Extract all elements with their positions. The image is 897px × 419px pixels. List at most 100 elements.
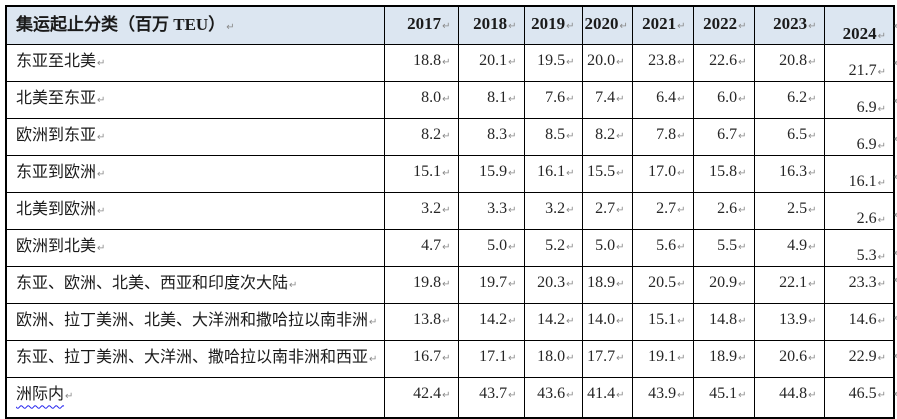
header-cell-year-2020[interactable]: 2020↵	[581, 5, 633, 46]
value-cell[interactable]: 7.6↵	[523, 81, 583, 120]
value-cell[interactable]: 14.6↵	[823, 303, 895, 342]
value-cell[interactable]: 20.9↵	[692, 266, 755, 305]
value-cell[interactable]: 6.4↵	[631, 81, 694, 120]
value-cell[interactable]: 20.6↵	[753, 340, 825, 379]
value-cell[interactable]: 8.0↵	[383, 81, 459, 120]
value-cell[interactable]: 19.7↵	[457, 266, 525, 305]
value-cell[interactable]: 17.7↵	[581, 340, 633, 379]
value-cell[interactable]: 15.1↵	[631, 303, 694, 342]
row-label-cell[interactable]: 东亚至北美↵	[5, 44, 385, 83]
value-cell[interactable]: 45.1↵	[692, 377, 755, 419]
value-cell[interactable]: 15.9↵	[457, 155, 525, 194]
value-cell[interactable]: 13.8↵	[383, 303, 459, 342]
value-cell[interactable]: 16.1↵	[823, 155, 895, 194]
value-cell[interactable]: 19.1↵	[631, 340, 694, 379]
value-cell[interactable]: 14.2↵	[457, 303, 525, 342]
value-cell[interactable]: 43.6↵	[523, 377, 583, 419]
value-cell[interactable]: 46.5↵	[823, 377, 895, 419]
value-cell[interactable]: 4.9↵	[753, 229, 825, 268]
value-cell[interactable]: 22.6↵	[692, 44, 755, 83]
value-cell[interactable]: 20.3↵	[523, 266, 583, 305]
value-cell[interactable]: 16.7↵	[383, 340, 459, 379]
value-cell[interactable]: 7.4↵	[581, 81, 633, 120]
value-cell[interactable]: 43.7↵	[457, 377, 525, 419]
value-cell[interactable]: 16.1↵	[523, 155, 583, 194]
header-cell-category[interactable]: 集运起止分类（百万 TEU）↵	[5, 5, 385, 46]
value-cell[interactable]: 5.6↵	[631, 229, 694, 268]
value-cell[interactable]: 2.7↵	[581, 192, 633, 231]
value-cell[interactable]: 22.9↵	[823, 340, 895, 379]
value-cell[interactable]: 4.7↵	[383, 229, 459, 268]
value-cell[interactable]: 43.9↵	[631, 377, 694, 419]
value-cell[interactable]: 41.4↵	[581, 377, 633, 419]
row-label-cell[interactable]: 欧洲到北美↵	[5, 229, 385, 268]
value-cell[interactable]: 18.9↵	[692, 340, 755, 379]
value-cell[interactable]: 8.2↵	[383, 118, 459, 157]
value-cell[interactable]: 2.5↵	[753, 192, 825, 231]
value-cell[interactable]: 42.4↵	[383, 377, 459, 419]
value-cell[interactable]: 2.6↵	[692, 192, 755, 231]
row-label-cell[interactable]: 北美至东亚↵	[5, 81, 385, 120]
value-cell[interactable]: 18.9↵	[581, 266, 633, 305]
value-cell[interactable]: 6.2↵	[753, 81, 825, 120]
value-cell[interactable]: 14.8↵	[692, 303, 755, 342]
header-cell-year-2024[interactable]: 2024↵	[823, 5, 895, 46]
value-cell[interactable]: 23.3↵	[823, 266, 895, 305]
value-cell[interactable]: 5.0↵	[581, 229, 633, 268]
value-cell[interactable]: 15.8↵	[692, 155, 755, 194]
value-cell[interactable]: 18.0↵	[523, 340, 583, 379]
value-cell[interactable]: 8.5↵	[523, 118, 583, 157]
value-cell[interactable]: 8.1↵	[457, 81, 525, 120]
row-label-cell[interactable]: 东亚、拉丁美洲、大洋洲、撒哈拉以南非洲和西亚↵	[5, 340, 385, 379]
value-cell[interactable]: 6.9↵	[823, 118, 895, 157]
value-cell[interactable]: 20.1↵	[457, 44, 525, 83]
value-cell[interactable]: 13.9↵	[753, 303, 825, 342]
row-label-cell[interactable]: 东亚到欧洲↵	[5, 155, 385, 194]
row-label-cell[interactable]: 东亚、欧洲、北美、西亚和印度次大陆↵	[5, 266, 385, 305]
value-cell[interactable]: 3.2↵	[523, 192, 583, 231]
value-cell[interactable]: 18.8↵	[383, 44, 459, 83]
header-cell-year-2019[interactable]: 2019↵	[523, 5, 583, 46]
value-cell[interactable]: 8.3↵	[457, 118, 525, 157]
value-cell[interactable]: 3.2↵	[383, 192, 459, 231]
value-cell[interactable]: 44.8↵	[753, 377, 825, 419]
header-cell-year-2017[interactable]: 2017↵	[383, 5, 459, 46]
value-cell[interactable]: 7.8↵	[631, 118, 694, 157]
value-cell[interactable]: 2.6↵	[823, 192, 895, 231]
value-cell[interactable]: 20.5↵	[631, 266, 694, 305]
value-cell[interactable]: 6.5↵	[753, 118, 825, 157]
value-cell[interactable]: 3.3↵	[457, 192, 525, 231]
header-cell-year-2021[interactable]: 2021↵	[631, 5, 694, 46]
value-cell[interactable]: 19.8↵	[383, 266, 459, 305]
value-cell[interactable]: 5.2↵	[523, 229, 583, 268]
value-cell[interactable]: 17.0↵	[631, 155, 694, 194]
value-cell[interactable]: 23.8↵	[631, 44, 694, 83]
value-cell[interactable]: 20.0↵	[581, 44, 633, 83]
value-cell[interactable]: 20.8↵	[753, 44, 825, 83]
value-cell[interactable]: 6.9↵	[823, 81, 895, 120]
value-cell[interactable]: 22.1↵	[753, 266, 825, 305]
row-label-cell[interactable]: 欧洲到东亚↵	[5, 118, 385, 157]
value-cell[interactable]: 5.0↵	[457, 229, 525, 268]
value-cell[interactable]: 14.0↵	[581, 303, 633, 342]
value-cell[interactable]: 15.1↵	[383, 155, 459, 194]
row-label-cell[interactable]: 洲际内↵	[5, 377, 385, 419]
header-cell-year-2018[interactable]: 2018↵	[457, 5, 525, 46]
value-cell[interactable]: 5.5↵	[692, 229, 755, 268]
value-cell[interactable]: 6.7↵	[692, 118, 755, 157]
value-cell[interactable]: 17.1↵	[457, 340, 525, 379]
value-text: 20.8	[779, 52, 808, 70]
value-cell[interactable]: 19.5↵	[523, 44, 583, 83]
value-cell[interactable]: 5.3↵	[823, 229, 895, 268]
row-label-cell[interactable]: 北美到欧洲↵	[5, 192, 385, 231]
header-cell-year-2023[interactable]: 2023↵	[753, 5, 825, 46]
value-cell[interactable]: 8.2↵	[581, 118, 633, 157]
header-cell-year-2022[interactable]: 2022↵	[692, 5, 755, 46]
value-cell[interactable]: 16.3↵	[753, 155, 825, 194]
value-cell[interactable]: 6.0↵	[692, 81, 755, 120]
value-cell[interactable]: 2.7↵	[631, 192, 694, 231]
value-cell[interactable]: 14.2↵	[523, 303, 583, 342]
value-cell[interactable]: 15.5↵	[581, 155, 633, 194]
value-cell[interactable]: 21.7↵	[823, 44, 895, 83]
row-label-cell[interactable]: 欧洲、拉丁美洲、北美、大洋洲和撒哈拉以南非洲↵	[5, 303, 385, 342]
